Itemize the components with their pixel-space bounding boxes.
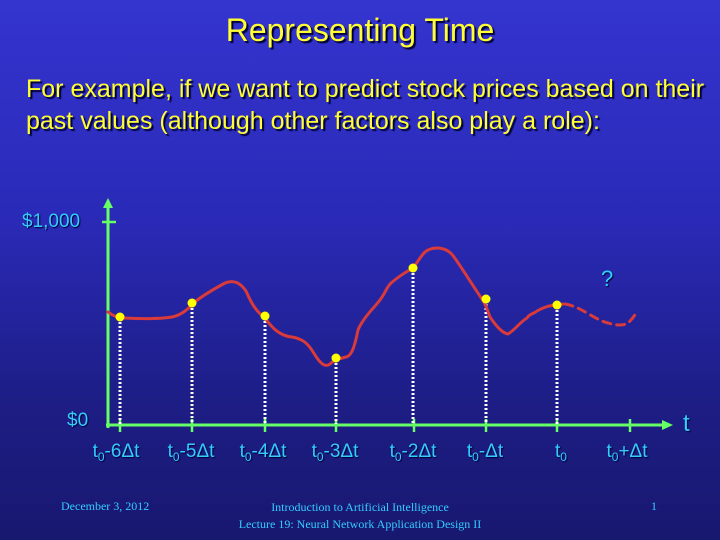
x-tick-label: t0-3Δt <box>311 441 359 464</box>
x-tick-label: t0-5Δt <box>167 441 215 464</box>
slide-title: Representing Time <box>225 12 495 48</box>
sample-drop-lines <box>118 269 559 424</box>
footer-date: December 3, 2012 <box>61 499 150 513</box>
footer-lecture-title: Lecture 19: Neural Network Application D… <box>238 517 482 531</box>
x-tick-label: t0-6Δt <box>92 441 140 464</box>
x-tick-label: t0-2Δt <box>389 441 437 464</box>
x-tick-label: t0-4Δt <box>239 441 287 464</box>
sample-dot <box>187 298 197 308</box>
y-tick-label-zero: $0 <box>67 410 89 431</box>
footer-page-number: 1 <box>651 499 657 513</box>
x-tick-label: t0+Δt <box>606 441 648 464</box>
footer-course-title: Introduction to Artificial Intelligence <box>271 500 449 514</box>
sample-dot <box>115 312 125 322</box>
price-curve <box>106 246 565 367</box>
x-axis-label: t <box>683 410 690 437</box>
y-axis <box>102 198 116 428</box>
sample-dots <box>115 263 562 363</box>
intro-text: For example, if we want to predict stock… <box>26 75 705 135</box>
sample-dot <box>481 294 491 304</box>
sample-dot <box>408 263 418 273</box>
y-tick-label-max: $1,000 <box>22 211 81 232</box>
prediction-question-mark: ? <box>601 266 614 291</box>
sample-dot <box>260 311 270 321</box>
footer-course: Introduction to Artificial Intelligence … <box>200 499 520 533</box>
sample-dot <box>331 353 341 363</box>
x-tick-label: t0-Δt <box>466 441 504 464</box>
predicted-curve <box>563 302 639 327</box>
sample-dot <box>552 300 562 310</box>
x-tick-label: t0 <box>555 441 567 464</box>
